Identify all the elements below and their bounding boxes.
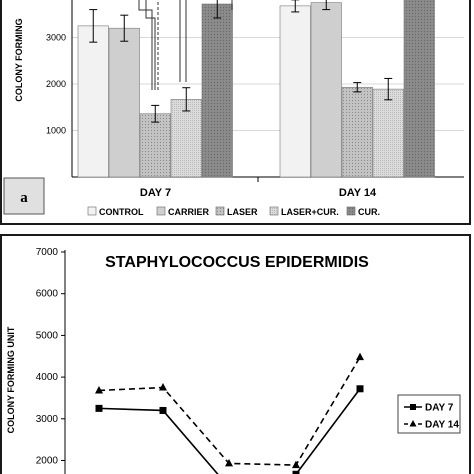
bar <box>77 25 109 178</box>
line-chart-panel: STAPHYLOCOCCUS EPIDERMIDIS COLONY FORMIN… <box>0 234 471 474</box>
bar-category-label: DAY 7 <box>140 187 171 199</box>
bar <box>279 5 311 178</box>
data-point <box>292 460 300 469</box>
legend-label: LASER <box>227 207 258 217</box>
legend-marker <box>409 420 417 427</box>
line-y-tick-label: 6000 <box>36 289 59 300</box>
bar <box>310 2 342 178</box>
line-legend-box <box>397 394 461 434</box>
line-y-tick-label: 5000 <box>36 330 59 341</box>
legend-label: DAY 7 <box>425 403 454 414</box>
data-point <box>95 404 103 412</box>
legend-label: CUR. <box>358 207 380 217</box>
bar <box>403 0 435 178</box>
data-point <box>159 383 167 391</box>
legend-label: CONTROL <box>99 207 144 217</box>
data-point <box>292 470 300 474</box>
bar <box>341 86 373 178</box>
significance-brackets <box>138 0 233 90</box>
bar-y-tick-label: 1000 <box>46 126 66 136</box>
panel-label-box <box>3 177 45 215</box>
data-point <box>159 406 167 414</box>
data-point <box>356 385 364 393</box>
bracket-line <box>179 0 187 82</box>
bar <box>372 88 404 178</box>
line-chart-title: STAPHYLOCOCCUS EPIDERMIDIS <box>105 254 369 271</box>
line-y-tick-label: 3000 <box>36 414 59 425</box>
legend-swatch <box>87 206 97 216</box>
legend-swatch <box>269 206 279 216</box>
bar-y-tick-label: 3000 <box>46 33 66 43</box>
data-point <box>225 458 233 467</box>
line-y-tick-label: 4000 <box>36 372 59 383</box>
bar <box>201 3 233 178</box>
bar <box>139 113 171 178</box>
legend-marker <box>410 404 416 410</box>
legend-swatch <box>215 206 225 216</box>
legend-label: CARRIER <box>168 207 210 217</box>
legend-label: DAY 14 <box>425 420 459 431</box>
legend-swatch <box>346 206 356 216</box>
bar-legend: CONTROL CARRIER LASER LASER+CUR. CUR. <box>87 206 380 217</box>
data-point <box>356 352 364 361</box>
data-point <box>95 385 103 394</box>
bar <box>108 27 140 178</box>
panel-label: a <box>20 190 28 206</box>
line-legend: DAY 7 DAY 14 <box>404 403 459 431</box>
series-line <box>98 388 361 474</box>
bar-y-tick-label: 2000 <box>46 79 66 89</box>
bar-category-label: DAY 14 <box>339 187 377 199</box>
legend-swatch <box>156 206 166 216</box>
bar-y-axis-label: COLONY FORMING <box>14 18 24 101</box>
legend-label: LASER+CUR. <box>281 207 339 217</box>
line-y-tick-label: 7000 <box>36 247 59 258</box>
panel-b-frame <box>0 234 471 474</box>
bracket-line <box>145 0 156 90</box>
line-y-axis-label: COLONY FORMING UNIT <box>6 326 16 433</box>
line-y-tick-label: 2000 <box>36 456 59 467</box>
